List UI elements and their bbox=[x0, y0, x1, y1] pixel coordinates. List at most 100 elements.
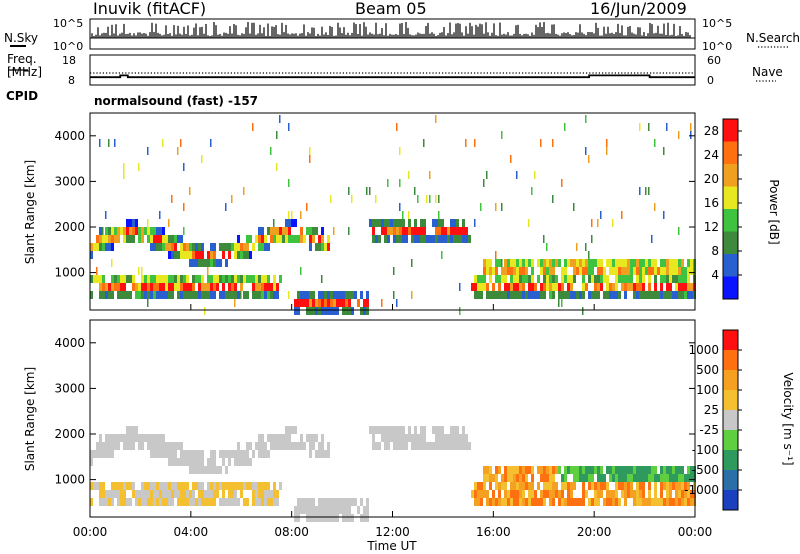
power-cell bbox=[267, 275, 270, 283]
velocity-cell bbox=[627, 466, 630, 474]
power-cell bbox=[123, 291, 126, 299]
power-cell bbox=[402, 219, 405, 227]
power-cell bbox=[642, 259, 645, 267]
power-speckle bbox=[678, 227, 680, 235]
power-speckle bbox=[99, 139, 101, 147]
velocity-cell bbox=[492, 498, 495, 506]
power-cell bbox=[543, 275, 546, 283]
velocity-cell bbox=[423, 442, 426, 450]
velocity-cell bbox=[372, 442, 375, 450]
velocity-cell bbox=[297, 506, 300, 514]
power-speckle bbox=[105, 211, 107, 219]
power-cell bbox=[123, 275, 126, 283]
power-speckle bbox=[459, 307, 461, 315]
velocity-cell bbox=[537, 498, 540, 506]
y-tick-label: 1000 bbox=[54, 473, 85, 487]
power-cell bbox=[594, 291, 597, 299]
colorbar-tick-label: -100 bbox=[692, 443, 719, 457]
colorbar-segment bbox=[723, 254, 738, 277]
velocity-cell bbox=[129, 426, 132, 434]
power-cell bbox=[174, 243, 177, 251]
power-cell bbox=[510, 259, 513, 267]
power-cell bbox=[405, 235, 408, 243]
power-cell bbox=[261, 291, 264, 299]
velocity-cell bbox=[672, 498, 675, 506]
velocity-cell bbox=[567, 490, 570, 498]
velocity-cell bbox=[441, 434, 444, 442]
power-cell bbox=[225, 291, 228, 299]
power-cell bbox=[489, 291, 492, 299]
power-cell bbox=[567, 275, 570, 283]
power-cell bbox=[438, 219, 441, 227]
power-cell bbox=[102, 243, 105, 251]
velocity-cell bbox=[417, 442, 420, 450]
velocity-cell bbox=[420, 426, 423, 434]
velocity-cell bbox=[165, 450, 168, 458]
velocity-cell bbox=[654, 482, 657, 490]
velocity-cell bbox=[216, 482, 219, 490]
velocity-cell bbox=[147, 482, 150, 490]
power-speckle bbox=[393, 267, 395, 275]
power-cell bbox=[225, 259, 228, 267]
velocity-cell bbox=[237, 482, 240, 490]
velocity-cell bbox=[105, 498, 108, 506]
power-cell bbox=[564, 275, 567, 283]
velocity-cell bbox=[294, 442, 297, 450]
velocity-cell bbox=[690, 498, 693, 506]
velocity-cell bbox=[363, 514, 366, 522]
power-cell bbox=[345, 307, 348, 315]
velocity-cell bbox=[270, 434, 273, 442]
power-cell bbox=[180, 283, 183, 291]
velocity-cell bbox=[675, 474, 678, 482]
power-cell bbox=[510, 275, 513, 283]
power-cell bbox=[183, 291, 186, 299]
power-cell bbox=[513, 267, 516, 275]
power-cell bbox=[486, 291, 489, 299]
power-cell bbox=[522, 283, 525, 291]
velocity-cell bbox=[594, 490, 597, 498]
power-cell bbox=[192, 291, 195, 299]
power-cell bbox=[162, 275, 165, 283]
power-cell bbox=[477, 291, 480, 299]
velocity-cell bbox=[123, 490, 126, 498]
power-cell bbox=[258, 227, 261, 235]
velocity-cell bbox=[321, 434, 324, 442]
velocity-cell bbox=[141, 442, 144, 450]
power-speckle bbox=[201, 155, 203, 163]
velocity-cell bbox=[324, 506, 327, 514]
velocity-cell bbox=[627, 490, 630, 498]
velocity-cell bbox=[570, 466, 573, 474]
power-cell bbox=[321, 299, 324, 307]
velocity-cell bbox=[588, 466, 591, 474]
velocity-cell bbox=[144, 434, 147, 442]
cpid-text: normalsound (fast) -157 bbox=[94, 94, 258, 108]
power-cell bbox=[678, 283, 681, 291]
power-cell bbox=[528, 283, 531, 291]
velocity-cell bbox=[222, 490, 225, 498]
velocity-cell bbox=[570, 490, 573, 498]
velocity-cell bbox=[258, 490, 261, 498]
velocity-cell bbox=[516, 466, 519, 474]
x-tick-label: 08:00 bbox=[274, 525, 309, 539]
power-cell bbox=[183, 283, 186, 291]
velocity-cell bbox=[327, 514, 330, 522]
velocity-cell bbox=[630, 482, 633, 490]
velocity-cell bbox=[372, 434, 375, 442]
power-cell bbox=[219, 275, 222, 283]
velocity-cell bbox=[639, 490, 642, 498]
velocity-cell bbox=[351, 514, 354, 522]
power-cell bbox=[516, 259, 519, 267]
velocity-cell bbox=[678, 474, 681, 482]
power-cell bbox=[309, 227, 312, 235]
velocity-cell bbox=[690, 466, 693, 474]
power-cell bbox=[258, 291, 261, 299]
power-cell bbox=[483, 275, 486, 283]
power-speckle bbox=[639, 123, 641, 131]
velocity-cell bbox=[138, 442, 141, 450]
power-cell bbox=[684, 283, 687, 291]
velocity-cell bbox=[198, 466, 201, 474]
velocity-cell bbox=[213, 450, 216, 458]
power-cell bbox=[156, 227, 159, 235]
velocity-cell bbox=[210, 450, 213, 458]
power-cell bbox=[150, 243, 153, 251]
